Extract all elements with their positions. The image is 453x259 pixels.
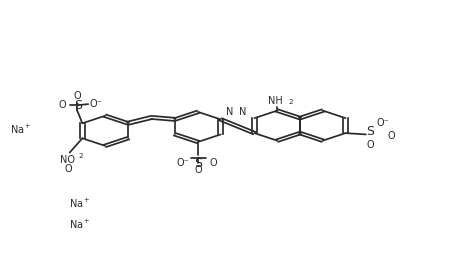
- Text: Na$^+$: Na$^+$: [68, 218, 90, 231]
- Text: NH: NH: [268, 96, 282, 106]
- Text: O: O: [388, 131, 395, 141]
- Text: O⁻: O⁻: [377, 118, 390, 128]
- Text: O: O: [366, 140, 374, 150]
- Text: O: O: [209, 158, 217, 168]
- Text: O: O: [64, 164, 72, 174]
- Text: O: O: [194, 165, 202, 175]
- Text: S: S: [194, 157, 202, 170]
- Text: O⁻: O⁻: [177, 158, 189, 168]
- Text: Na$^+$: Na$^+$: [10, 123, 31, 136]
- Text: 2: 2: [289, 99, 293, 105]
- Text: O⁻: O⁻: [90, 99, 102, 109]
- Text: S: S: [366, 125, 375, 138]
- Text: N: N: [226, 107, 233, 117]
- Text: 2: 2: [79, 153, 83, 159]
- Text: S: S: [74, 99, 82, 112]
- Text: N: N: [239, 107, 246, 117]
- Text: NO: NO: [60, 155, 75, 165]
- Text: Na$^+$: Na$^+$: [68, 197, 90, 210]
- Text: O: O: [73, 91, 81, 101]
- Text: O: O: [58, 100, 66, 110]
